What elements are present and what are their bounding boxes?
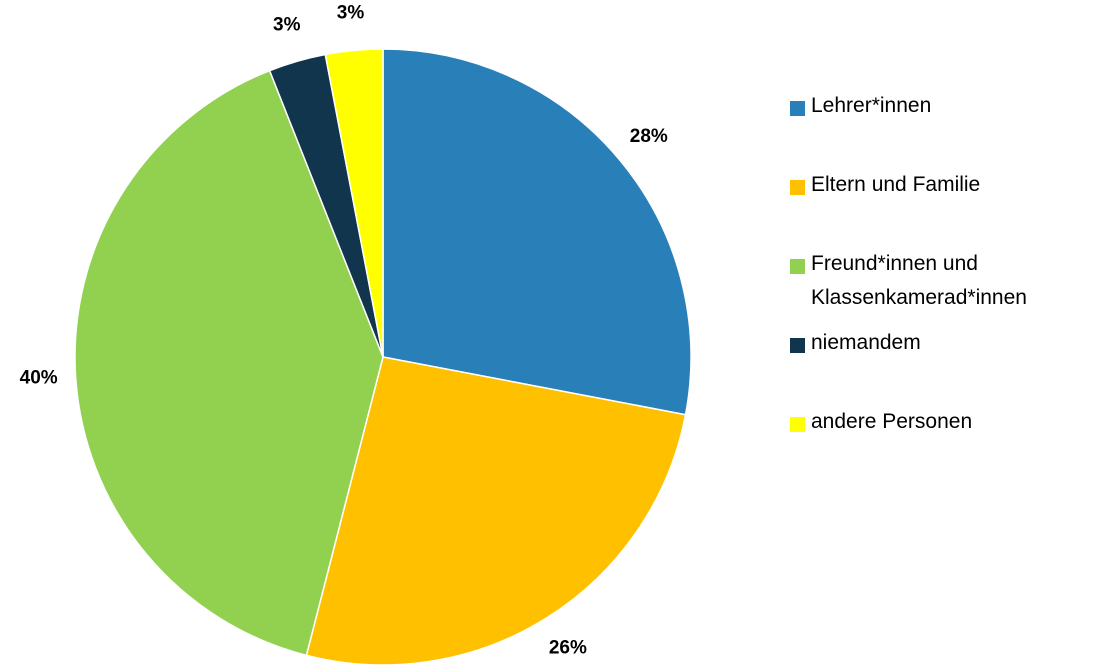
- data-label: 40%: [20, 368, 58, 389]
- legend-swatch: [790, 259, 805, 274]
- legend-item: Freund*innen und Klassenkamerad*innen: [790, 252, 1095, 332]
- legend-label: Lehrer*innen: [811, 94, 932, 117]
- legend-item: niemandem: [790, 331, 1095, 411]
- legend-swatch: [790, 338, 805, 353]
- data-label: 3%: [337, 3, 365, 24]
- data-label: 3%: [273, 15, 301, 36]
- legend: Lehrer*innen Eltern und Familie Freund*inn…: [790, 94, 1095, 490]
- pie-slice: [324, 48, 384, 358]
- pie-slice: [382, 48, 692, 416]
- legend-swatch: [790, 417, 805, 432]
- legend-label: Freund*innen und Klassenkamerad*innen: [811, 252, 1027, 309]
- legend-item: Eltern und Familie: [790, 173, 1095, 253]
- legend-item: andere Personen: [790, 410, 1095, 490]
- legend-label: Eltern und Familie: [811, 173, 981, 196]
- data-label: 28%: [630, 126, 668, 147]
- legend-label: andere Personen: [811, 410, 973, 433]
- data-label: 26%: [549, 637, 587, 658]
- pie-slice: [74, 69, 384, 657]
- legend-label: niemandem: [811, 331, 921, 354]
- legend-item: Lehrer*innen: [790, 94, 1095, 174]
- legend-swatch: [790, 101, 805, 116]
- legend-swatch: [790, 180, 805, 195]
